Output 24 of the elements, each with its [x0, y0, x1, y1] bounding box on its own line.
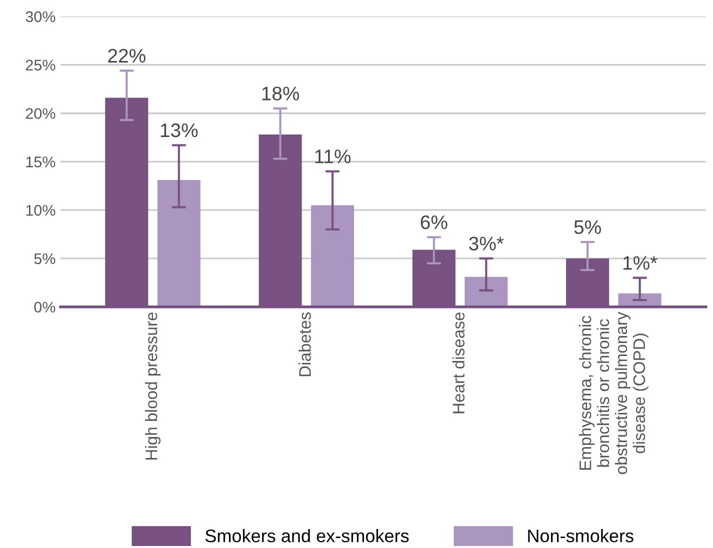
legend-label: Non-smokers — [528, 529, 634, 542]
data-label: 11% — [315, 150, 351, 164]
legend-label: Smokers and ex-smokers — [205, 529, 409, 542]
data-label: 13% — [160, 123, 198, 138]
x-tick-label: High blood pressure — [145, 312, 161, 460]
y-tick-label: 25% — [26, 60, 56, 71]
data-label: 22% — [108, 48, 146, 63]
data-label: 6% — [420, 215, 448, 230]
y-tick-label: 15% — [26, 156, 56, 168]
bar — [157, 180, 200, 307]
bar — [464, 276, 508, 307]
x-tick-label: Diabetes — [298, 312, 311, 376]
y-tick-label: 30% — [26, 11, 56, 22]
data-label: 1%* — [623, 256, 658, 270]
data-label: 5% — [574, 220, 601, 234]
y-tick-label: 5% — [34, 253, 56, 264]
y-tick-label: 20% — [26, 108, 56, 119]
data-label: 3%* — [469, 236, 504, 250]
x-tick-label: Heart disease — [452, 312, 465, 414]
y-tick-label: 0% — [34, 302, 56, 313]
y-tick-label: 10% — [26, 204, 56, 216]
x-tick-label: Emphysema, chronic bronchitis or chronic obstructive pulmonary disease (COPD) — [578, 312, 648, 474]
data-label: 18% — [262, 86, 300, 100]
bar — [311, 205, 354, 307]
